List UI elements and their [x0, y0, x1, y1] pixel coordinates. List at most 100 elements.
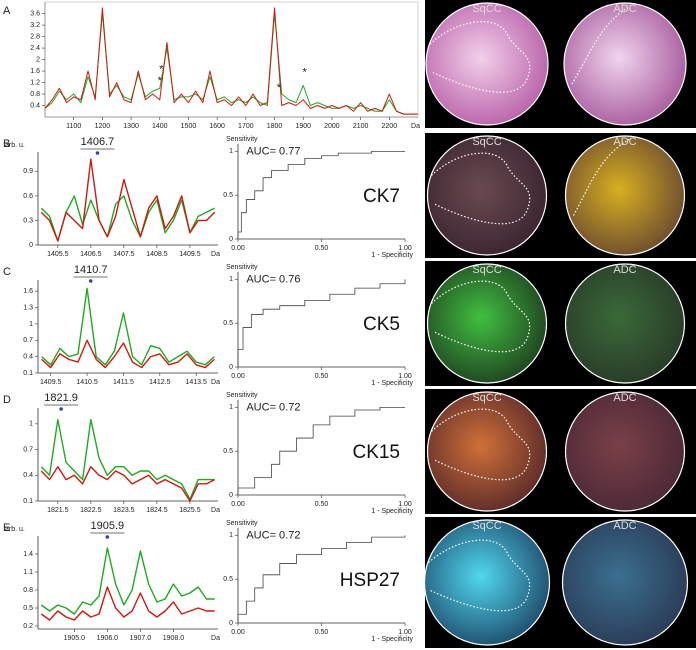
x-tick-label: 1200 [95, 123, 111, 130]
region-outline [429, 21, 531, 93]
y-tick-label: 0.4 [30, 102, 40, 109]
tissue-core [425, 2, 549, 126]
annotation: AUC= 0.72 [246, 401, 300, 413]
peak-marker [59, 407, 63, 411]
tissue-core [426, 263, 548, 384]
x-tick-label: 1900 [295, 123, 311, 130]
y-tick-label: 1 [229, 276, 233, 283]
spectrum-line [41, 339, 215, 369]
core-label: ADC [613, 3, 636, 15]
y-tick-label: 2.4 [30, 45, 40, 52]
y-tick-label: 0.5 [223, 192, 233, 199]
x-tick-label: 1406.5 [80, 251, 102, 258]
tissue-core [426, 391, 548, 512]
x-axis-label: 1 - Specificity [371, 508, 413, 515]
x-tick-label: 1405.5 [47, 251, 69, 258]
spectrum-line [40, 547, 215, 615]
spectrum-line [40, 418, 215, 500]
x-tick-label: 1906.0 [97, 635, 119, 642]
x-tick-label: 1.00 [398, 245, 412, 252]
x-tick-label: 1908.0 [163, 635, 185, 642]
spectrum-line [40, 586, 215, 621]
x-tick-label: 1821.5 [47, 507, 69, 514]
x-axis-label: 1 - Specificity [371, 252, 413, 259]
roc-curve [237, 150, 405, 239]
tissue-core [564, 263, 686, 384]
region-outline [431, 408, 531, 481]
core-label: ADC [613, 392, 636, 404]
y-axis-label: Sensitivity [226, 520, 258, 527]
y-tick-label: 1.4 [23, 551, 33, 558]
x-tick-label: 1823.5 [113, 507, 135, 514]
y-tick-label: 0.5 [223, 320, 233, 327]
tissue-core [563, 2, 687, 126]
panel-letter: D [3, 394, 11, 406]
x-tick-label: 1400 [152, 123, 168, 130]
tissue-core [564, 391, 686, 512]
y-tick-label: 0.5 [23, 605, 33, 612]
y-tick-label: 0.1 [23, 370, 33, 377]
y-tick-label: 0.4 [23, 472, 33, 479]
spectrum-line [40, 466, 216, 502]
y-tick-label: 3.2 [30, 22, 40, 29]
core-label: SqCC [472, 392, 501, 404]
x-axis-label: Da [211, 379, 220, 386]
x-axis-label: Da [211, 635, 220, 642]
x-tick-label: 1905.0 [64, 635, 86, 642]
x-tick-label: 1907.0 [130, 635, 152, 642]
x-tick-label: 1.00 [398, 373, 412, 380]
y-tick-label: 1 [229, 404, 233, 411]
roc-curve [237, 279, 406, 367]
x-tick-label: 1408.5 [146, 251, 168, 258]
tissue-core [564, 135, 686, 256]
spectrum-line [44, 7, 418, 115]
x-tick-label: 1409.5 [40, 379, 62, 386]
annotation: AUC= 0.76 [246, 273, 300, 285]
core-label: ADC [613, 136, 636, 148]
annotation: * [277, 82, 282, 94]
x-tick-label: 1500 [181, 123, 197, 130]
y-axis-label: Sensitivity [226, 392, 258, 399]
y-tick-label: 0.5 [223, 448, 233, 455]
x-tick-label: 2000 [324, 123, 340, 130]
x-tick-label: 0.00 [231, 245, 245, 252]
y-axis-label: arb. u. [5, 526, 25, 533]
x-axis-label: Da [411, 123, 420, 130]
x-tick-label: 1700 [238, 123, 254, 130]
x-tick-label: 1825.5 [179, 507, 201, 514]
x-tick-label: 0.00 [231, 501, 245, 508]
y-tick-label: 3.6 [30, 10, 40, 17]
x-tick-label: 1822.5 [80, 507, 102, 514]
panel-letter: E [3, 522, 10, 534]
annotation: AUC= 0.72 [246, 529, 300, 541]
y-tick-label: 0.7 [23, 446, 33, 453]
marker-name: CK7 [363, 186, 400, 207]
core-label: ADC [613, 264, 636, 276]
x-tick-label: 1800 [267, 123, 283, 130]
y-tick-label: 0.3 [23, 217, 33, 224]
peak-label: 1821.9 [44, 392, 78, 404]
y-tick-label: 0.4 [23, 353, 33, 360]
peak-marker [105, 535, 110, 539]
panel-letter: B [3, 138, 10, 150]
marker-name: CK15 [352, 442, 400, 463]
peak-label: 1406.7 [81, 136, 115, 148]
peak-marker [95, 151, 100, 155]
x-tick-label: 0.50 [315, 629, 329, 636]
peak-marker [88, 279, 93, 283]
x-axis-label: 1 - Specificity [371, 636, 413, 643]
annotation: AUC= 0.77 [246, 145, 300, 157]
y-tick-label: 1.3 [23, 304, 33, 311]
peak-label: 1905.9 [91, 520, 125, 532]
core-label: SqCC [472, 264, 501, 276]
y-tick-label: 0.7 [23, 337, 33, 344]
tissue-core [426, 135, 548, 256]
y-tick-label: 1.1 [23, 569, 33, 576]
y-tick-label: 0 [229, 364, 233, 371]
annotation: * [159, 64, 164, 76]
roc-curve [237, 535, 406, 623]
x-tick-label: 1412.5 [149, 379, 171, 386]
y-tick-label: 1.2 [30, 79, 40, 86]
x-tick-label: 2100 [353, 123, 369, 130]
